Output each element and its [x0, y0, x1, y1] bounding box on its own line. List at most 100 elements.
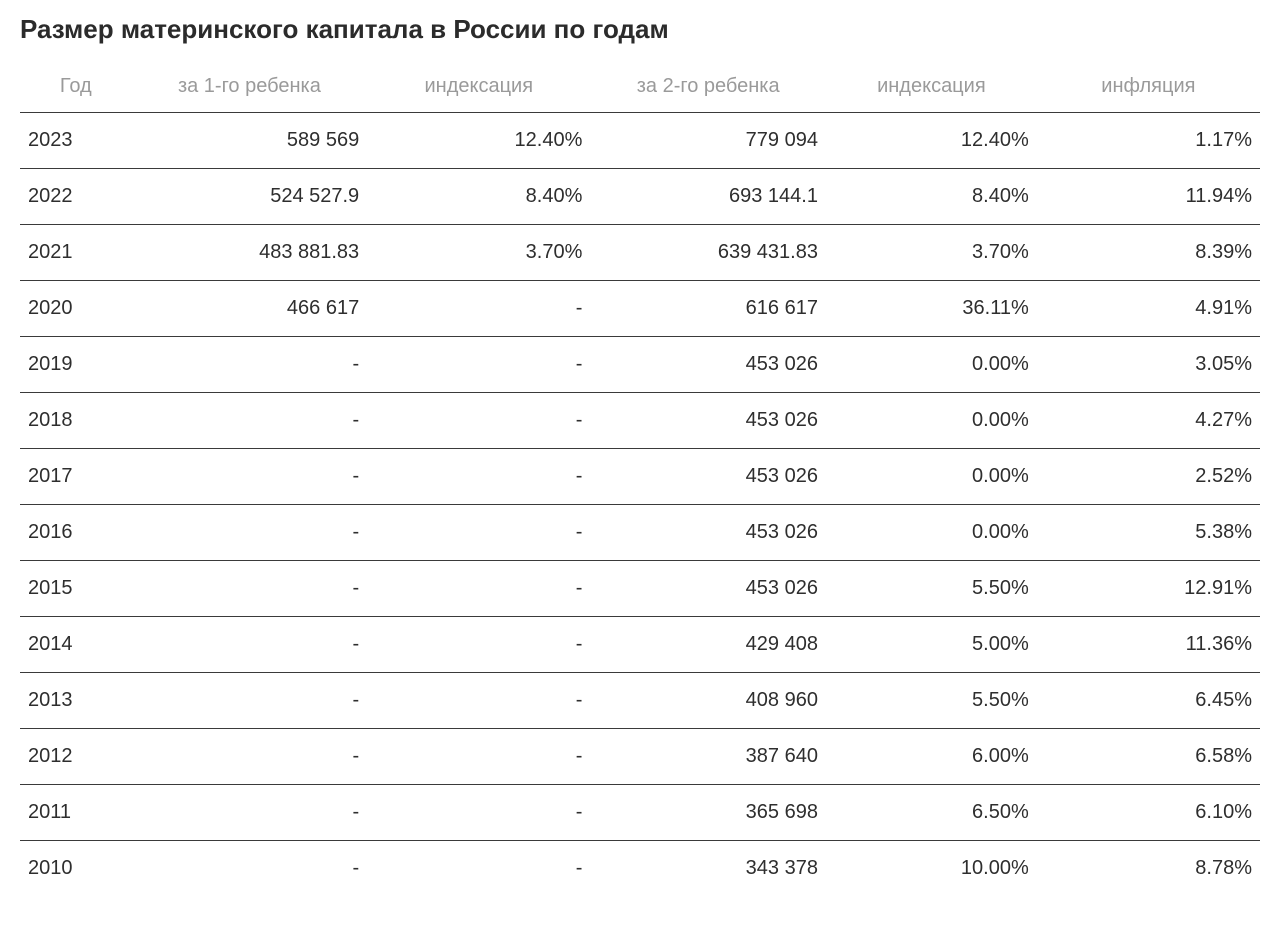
table-row: 2013--408 9605.50%6.45% [20, 673, 1260, 729]
col-header-index1: индексация [367, 63, 590, 113]
cell-inflation: 3.05% [1037, 337, 1260, 393]
cell-second_child: 343 378 [590, 841, 826, 897]
cell-first_child: - [132, 393, 368, 449]
col-header-index2: индексация [826, 63, 1037, 113]
cell-index2: 5.50% [826, 561, 1037, 617]
cell-inflation: 11.94% [1037, 169, 1260, 225]
cell-index1: - [367, 449, 590, 505]
cell-year: 2020 [20, 281, 132, 337]
cell-index1: - [367, 841, 590, 897]
table-row: 2022524 527.98.40%693 144.18.40%11.94% [20, 169, 1260, 225]
cell-year: 2017 [20, 449, 132, 505]
cell-inflation: 8.78% [1037, 841, 1260, 897]
cell-first_child: 524 527.9 [132, 169, 368, 225]
cell-inflation: 4.27% [1037, 393, 1260, 449]
cell-second_child: 429 408 [590, 617, 826, 673]
cell-year: 2014 [20, 617, 132, 673]
cell-year: 2011 [20, 785, 132, 841]
cell-inflation: 4.91% [1037, 281, 1260, 337]
cell-index1: - [367, 785, 590, 841]
table-body: 2023589 56912.40%779 09412.40%1.17%20225… [20, 113, 1260, 897]
cell-index1: - [367, 617, 590, 673]
cell-index2: 6.00% [826, 729, 1037, 785]
cell-first_child: - [132, 729, 368, 785]
cell-index2: 3.70% [826, 225, 1037, 281]
cell-index1: - [367, 729, 590, 785]
cell-index1: - [367, 505, 590, 561]
cell-index2: 8.40% [826, 169, 1037, 225]
col-header-first: за 1-го ребенка [132, 63, 368, 113]
cell-first_child: 483 881.83 [132, 225, 368, 281]
cell-second_child: 408 960 [590, 673, 826, 729]
cell-index2: 5.50% [826, 673, 1037, 729]
cell-first_child: 466 617 [132, 281, 368, 337]
cell-second_child: 693 144.1 [590, 169, 826, 225]
cell-inflation: 2.52% [1037, 449, 1260, 505]
cell-year: 2018 [20, 393, 132, 449]
cell-second_child: 639 431.83 [590, 225, 826, 281]
cell-index1: - [367, 561, 590, 617]
cell-first_child: - [132, 785, 368, 841]
table-row: 2017--453 0260.00%2.52% [20, 449, 1260, 505]
cell-first_child: - [132, 337, 368, 393]
table-row: 2012--387 6406.00%6.58% [20, 729, 1260, 785]
cell-inflation: 6.45% [1037, 673, 1260, 729]
cell-index2: 36.11% [826, 281, 1037, 337]
cell-second_child: 453 026 [590, 449, 826, 505]
table-row: 2014--429 4085.00%11.36% [20, 617, 1260, 673]
cell-second_child: 365 698 [590, 785, 826, 841]
cell-year: 2016 [20, 505, 132, 561]
cell-first_child: - [132, 561, 368, 617]
cell-inflation: 1.17% [1037, 113, 1260, 169]
cell-second_child: 453 026 [590, 505, 826, 561]
cell-inflation: 8.39% [1037, 225, 1260, 281]
cell-year: 2010 [20, 841, 132, 897]
page-title: Размер материнского капитала в России по… [20, 14, 1260, 45]
cell-index2: 6.50% [826, 785, 1037, 841]
cell-year: 2021 [20, 225, 132, 281]
cell-first_child: - [132, 449, 368, 505]
cell-index1: - [367, 673, 590, 729]
cell-second_child: 453 026 [590, 393, 826, 449]
cell-index2: 5.00% [826, 617, 1037, 673]
table-row: 2023589 56912.40%779 09412.40%1.17% [20, 113, 1260, 169]
cell-second_child: 616 617 [590, 281, 826, 337]
cell-first_child: - [132, 505, 368, 561]
cell-year: 2015 [20, 561, 132, 617]
cell-year: 2013 [20, 673, 132, 729]
cell-year: 2012 [20, 729, 132, 785]
cell-first_child: - [132, 841, 368, 897]
table-row: 2010--343 37810.00%8.78% [20, 841, 1260, 897]
cell-inflation: 11.36% [1037, 617, 1260, 673]
col-header-year: Год [20, 63, 132, 113]
cell-index1: 12.40% [367, 113, 590, 169]
cell-first_child: - [132, 673, 368, 729]
maternity-capital-table: Год за 1-го ребенка индексация за 2-го р… [20, 63, 1260, 896]
table-row: 2019--453 0260.00%3.05% [20, 337, 1260, 393]
table-row: 2018--453 0260.00%4.27% [20, 393, 1260, 449]
cell-index1: - [367, 337, 590, 393]
table-row: 2016--453 0260.00%5.38% [20, 505, 1260, 561]
cell-index1: 8.40% [367, 169, 590, 225]
cell-index1: - [367, 393, 590, 449]
cell-second_child: 453 026 [590, 337, 826, 393]
cell-inflation: 5.38% [1037, 505, 1260, 561]
cell-second_child: 453 026 [590, 561, 826, 617]
cell-index2: 0.00% [826, 337, 1037, 393]
col-header-second: за 2-го ребенка [590, 63, 826, 113]
cell-index2: 12.40% [826, 113, 1037, 169]
cell-inflation: 12.91% [1037, 561, 1260, 617]
cell-index2: 10.00% [826, 841, 1037, 897]
table-header-row: Год за 1-го ребенка индексация за 2-го р… [20, 63, 1260, 113]
cell-index1: - [367, 281, 590, 337]
cell-year: 2019 [20, 337, 132, 393]
cell-index2: 0.00% [826, 393, 1037, 449]
table-row: 2015--453 0265.50%12.91% [20, 561, 1260, 617]
cell-second_child: 779 094 [590, 113, 826, 169]
cell-first_child: 589 569 [132, 113, 368, 169]
table-row: 2011--365 6986.50%6.10% [20, 785, 1260, 841]
cell-index2: 0.00% [826, 449, 1037, 505]
cell-year: 2023 [20, 113, 132, 169]
table-row: 2021483 881.833.70%639 431.833.70%8.39% [20, 225, 1260, 281]
cell-index2: 0.00% [826, 505, 1037, 561]
